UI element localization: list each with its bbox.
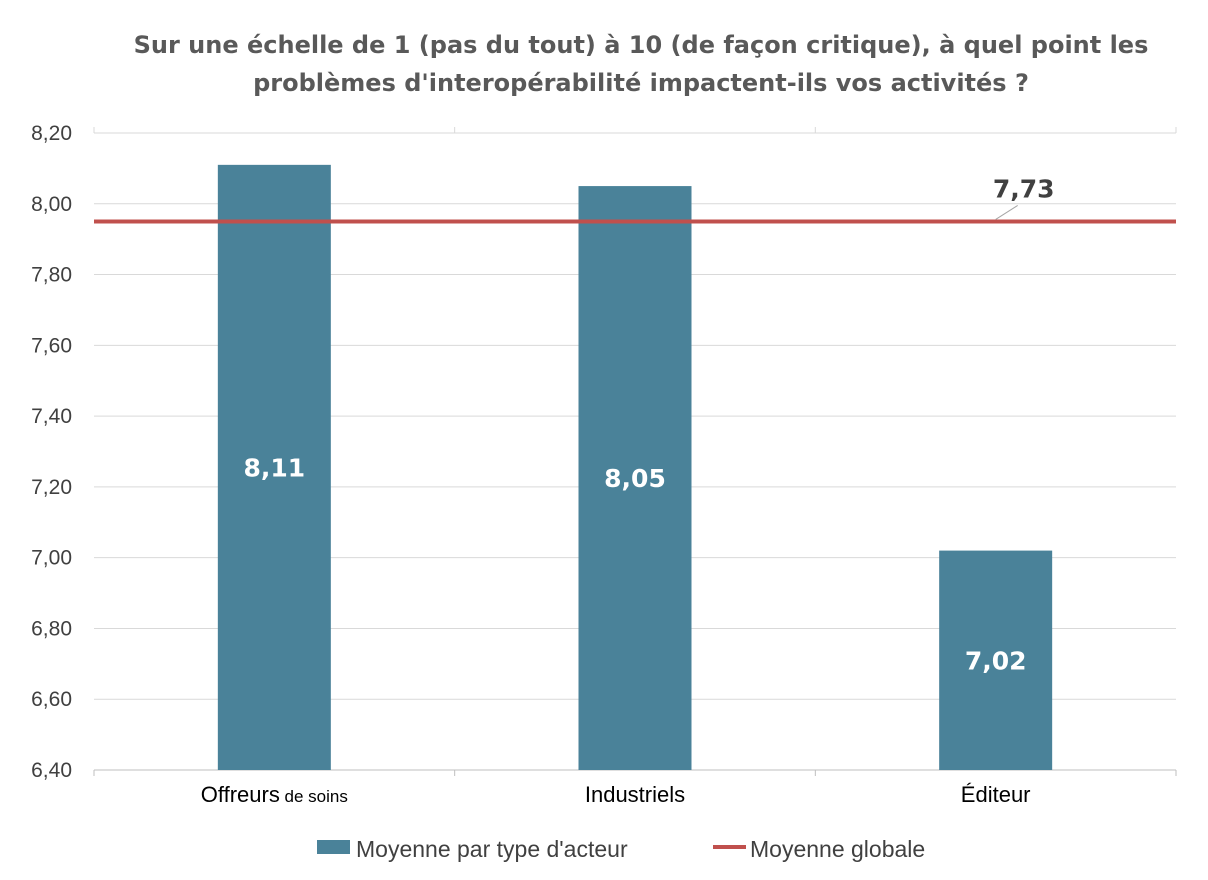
y-tick-label: 8,00 [31, 193, 72, 216]
x-category-label: Offreurs de soins [201, 782, 348, 807]
bar-series: 8,11 8,05 7,02 [217, 164, 1053, 771]
y-tick-label: 8,20 [31, 122, 72, 145]
average-label-leader [995, 205, 1018, 220]
x-category-label-main: Industriels [585, 782, 685, 807]
y-axis-ticks: 6,40 6,60 6,80 7,00 7,20 7,40 7,60 7,80 8,00 8,20 [31, 122, 72, 782]
y-tick-label: 6,40 [31, 759, 72, 782]
x-category-label-main: Éditeur [961, 782, 1031, 807]
average-data-label: 7,73 [993, 174, 1055, 203]
bar-data-label: 8,11 [243, 453, 305, 482]
bar [578, 186, 692, 771]
y-tick-label: 7,20 [31, 476, 72, 499]
bar-data-label: 7,02 [965, 646, 1027, 675]
chart-title-line-1: Sur une échelle de 1 (pas du tout) à 10 … [134, 31, 1149, 59]
x-category-label-main: Offreurs [201, 782, 280, 807]
average-line-series: 7,73 [94, 174, 1176, 224]
x-category-label: Industriels [585, 782, 685, 807]
legend: Moyenne par type d'acteur Moyenne global… [317, 836, 925, 862]
legend-label-bars: Moyenne par type d'acteur [356, 836, 628, 862]
chart-title: Sur une échelle de 1 (pas du tout) à 10 … [134, 31, 1149, 97]
y-tick-label: 7,40 [31, 405, 72, 428]
x-category-label: Éditeur [961, 782, 1031, 807]
y-tick-label: 6,80 [31, 617, 72, 640]
y-tick-label: 6,60 [31, 688, 72, 711]
bar [939, 550, 1053, 770]
bar-data-label: 8,05 [604, 464, 666, 493]
x-axis: Offreurs de soins Industriels Éditeur [201, 782, 1031, 807]
legend-swatch-bars [317, 840, 350, 854]
x-category-label-suffix: de soins [280, 787, 348, 806]
y-tick-label: 7,00 [31, 547, 72, 570]
y-tick-label: 7,60 [31, 334, 72, 357]
chart-title-line-2: problèmes d'interopérabilité impactent-i… [253, 69, 1029, 97]
y-tick-label: 7,80 [31, 264, 72, 287]
legend-label-line: Moyenne globale [750, 836, 925, 862]
bar [217, 164, 331, 771]
